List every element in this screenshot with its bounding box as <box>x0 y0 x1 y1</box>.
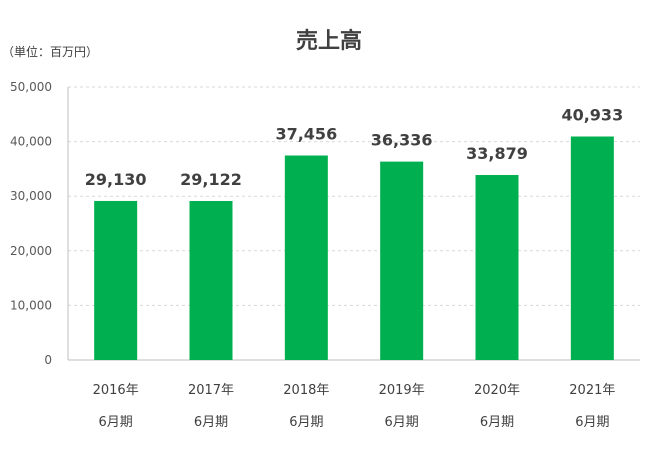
x-tick-label-period: 6月期 <box>575 415 609 430</box>
x-tick-label-year: 2021年 <box>569 383 615 398</box>
data-label: 33,879 <box>466 144 528 163</box>
bar <box>284 155 328 360</box>
bar <box>570 136 614 360</box>
gridlines <box>68 86 640 306</box>
y-tick-label: 30,000 <box>10 189 52 203</box>
bar <box>94 200 138 360</box>
bar <box>380 161 424 360</box>
data-label: 37,456 <box>275 124 337 143</box>
data-label: 36,336 <box>371 131 433 150</box>
x-tick-label-year: 2017年 <box>188 383 234 398</box>
y-tick-label: 10,000 <box>10 298 52 312</box>
x-tick-label-period: 6月期 <box>385 415 419 430</box>
x-axis-ticks: 2016年 6月期 2017年 6月期 2018年 6月期 2019年 6月期 2020年 6月期… <box>93 383 616 430</box>
chart-title: 売上高 <box>296 28 362 54</box>
unit-label: （単位：百万円） <box>2 44 98 59</box>
x-tick-label-period: 6月期 <box>289 415 323 430</box>
data-labels: 29,130 29,122 37,456 36,336 33,879 40,933 <box>85 106 623 189</box>
x-tick-label-period: 6月期 <box>194 415 228 430</box>
y-tick-label: 20,000 <box>10 244 52 258</box>
x-tick-label-year: 2019年 <box>379 383 425 398</box>
y-tick-label: 0 <box>44 353 52 367</box>
x-tick-label-period: 6月期 <box>480 415 514 430</box>
bars <box>94 136 614 360</box>
y-tick-label: 40,000 <box>10 135 52 149</box>
x-tick-label-year: 2018年 <box>283 383 329 398</box>
bar <box>189 200 233 360</box>
x-tick-label-year: 2016年 <box>93 383 139 398</box>
y-tick-label: 50,000 <box>10 80 52 94</box>
data-label: 29,130 <box>85 170 147 189</box>
data-label: 29,122 <box>180 170 242 189</box>
y-axis-ticks: 0 10,000 20,000 30,000 40,000 50,000 <box>10 80 52 367</box>
x-tick-label-period: 6月期 <box>99 415 133 430</box>
data-label: 40,933 <box>561 106 623 125</box>
x-tick-label-year: 2020年 <box>474 383 520 398</box>
bar <box>475 175 519 360</box>
